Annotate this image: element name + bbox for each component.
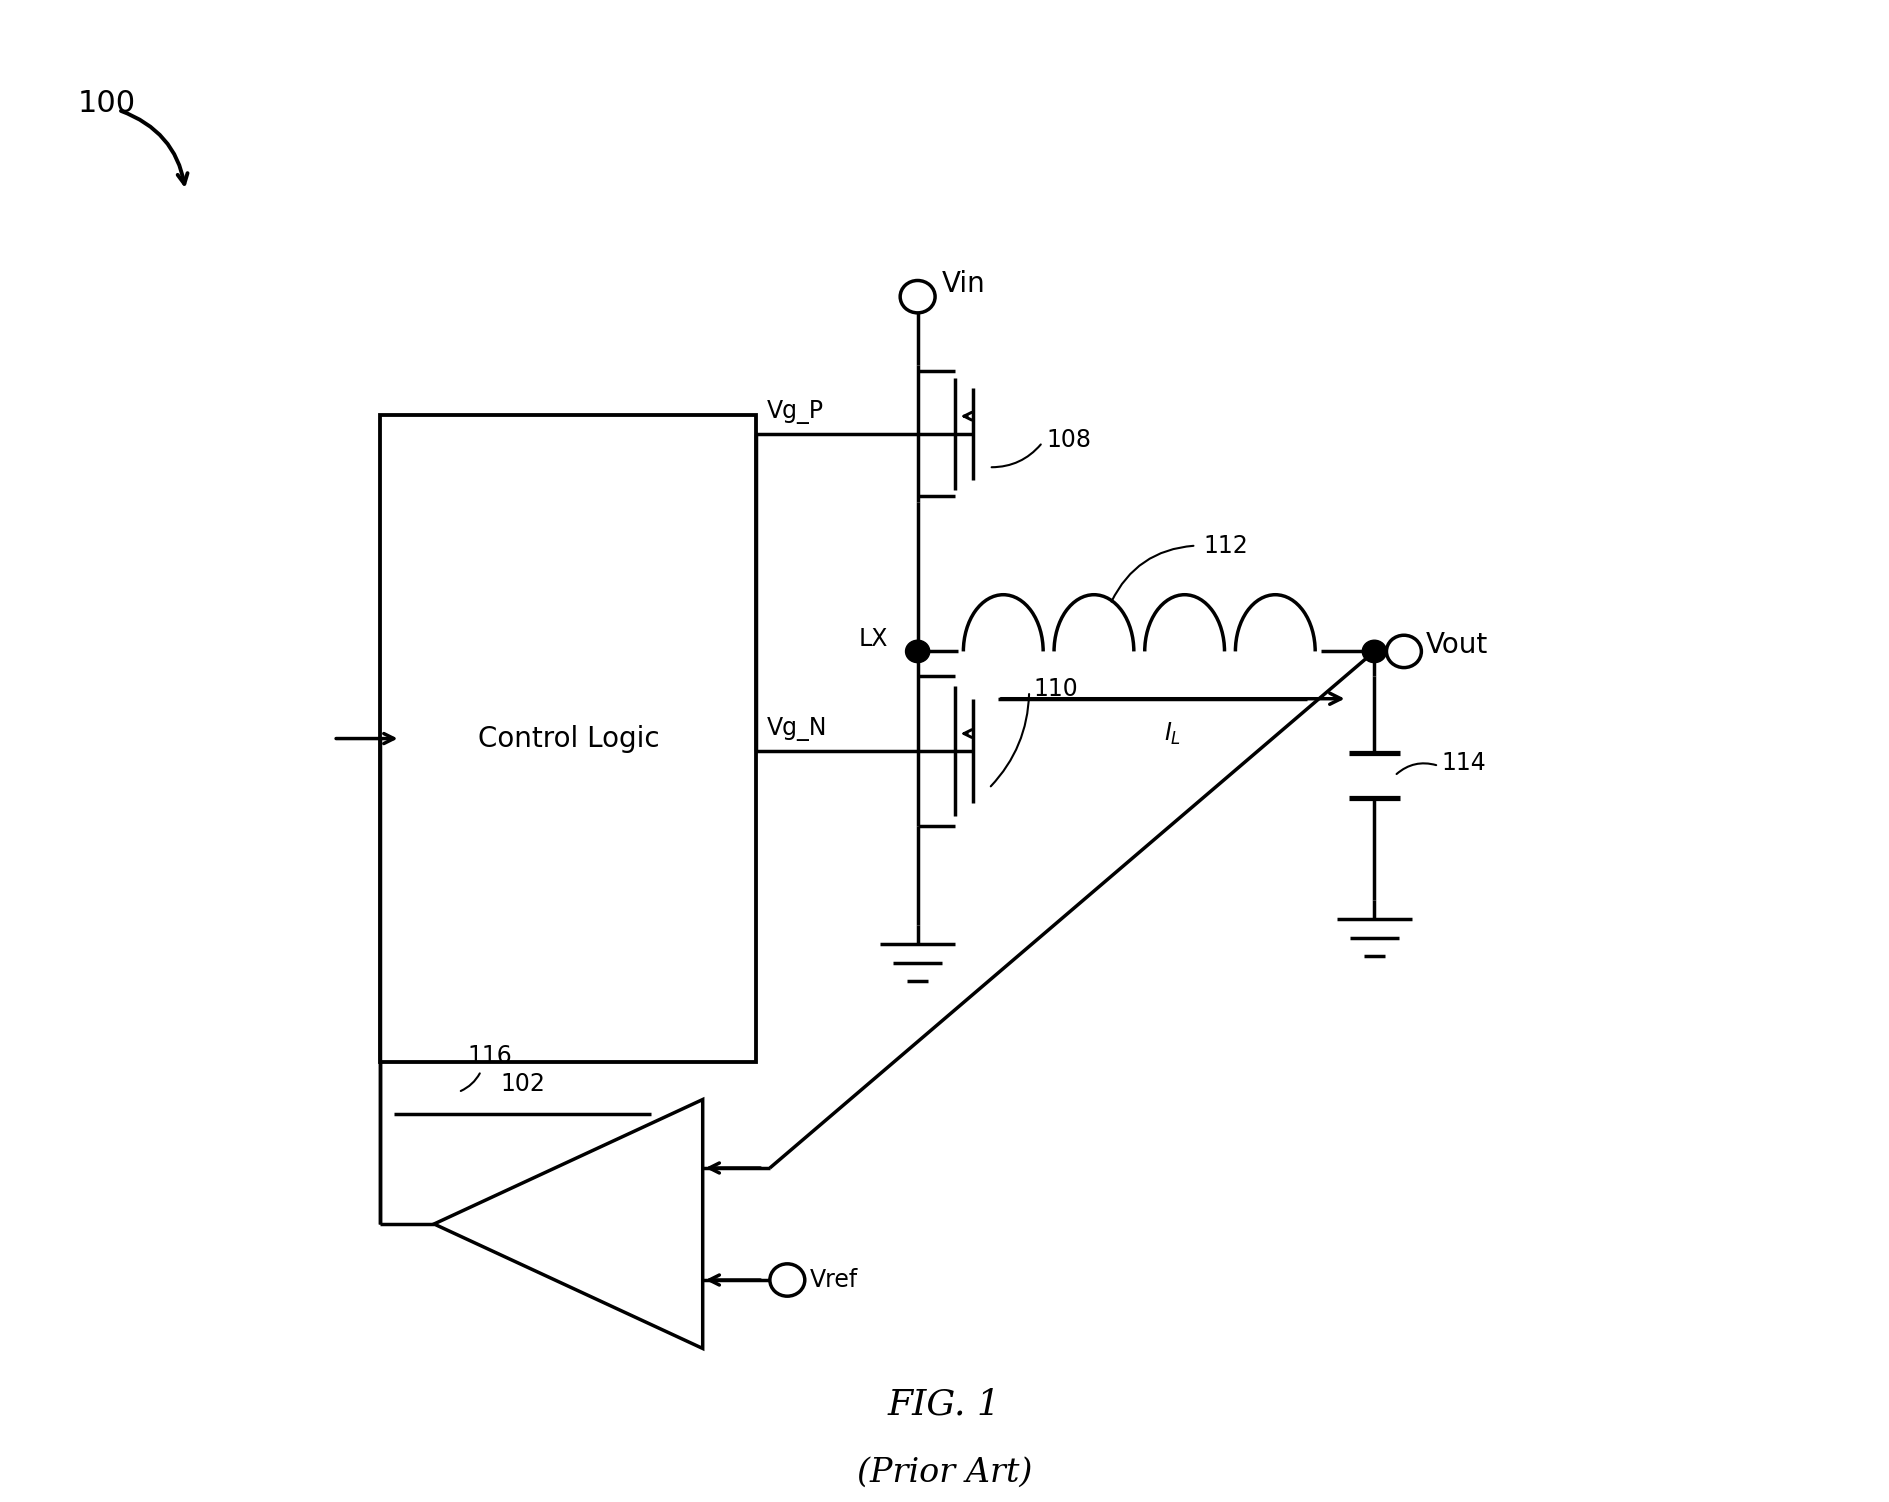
Text: 114: 114 (1441, 751, 1487, 775)
Circle shape (901, 281, 935, 312)
Text: FIG. 1: FIG. 1 (888, 1388, 1001, 1421)
Text: 102: 102 (501, 1072, 546, 1096)
Text: Control Logic: Control Logic (478, 724, 659, 753)
Text: 100: 100 (77, 89, 136, 119)
Circle shape (1362, 640, 1387, 662)
Text: Vin: Vin (943, 270, 986, 299)
Text: Vg_P: Vg_P (767, 400, 824, 424)
Text: 112: 112 (1203, 533, 1249, 557)
FancyBboxPatch shape (380, 415, 756, 1062)
Text: 108: 108 (1047, 428, 1092, 452)
Text: 110: 110 (1033, 677, 1079, 701)
Circle shape (1387, 635, 1421, 667)
Text: Vg_N: Vg_N (767, 716, 827, 740)
Text: 116: 116 (468, 1044, 512, 1068)
Circle shape (905, 640, 929, 662)
Text: $I_L$: $I_L$ (1164, 721, 1181, 748)
Circle shape (771, 1263, 805, 1296)
Text: Vout: Vout (1426, 631, 1489, 659)
Text: LX: LX (859, 626, 888, 650)
Text: Vref: Vref (810, 1268, 858, 1292)
Text: (Prior Art): (Prior Art) (858, 1457, 1031, 1488)
